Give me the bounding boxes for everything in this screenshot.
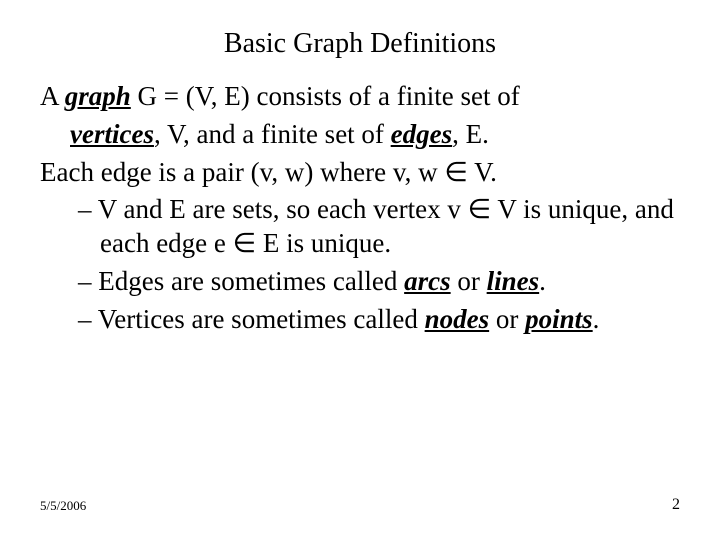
text: – Vertices are sometimes called bbox=[78, 304, 425, 334]
sub-item-3: – Vertices are sometimes called nodes or… bbox=[40, 303, 684, 337]
slide-body: A graph G = (V, E) consists of a finite … bbox=[0, 80, 720, 336]
term-graph: graph bbox=[65, 81, 131, 111]
term-lines: lines bbox=[487, 266, 540, 296]
term-vertices: vertices bbox=[70, 119, 154, 149]
slide: Basic Graph Definitions A graph G = (V, … bbox=[0, 0, 720, 540]
footer-page-number: 2 bbox=[672, 496, 680, 514]
text: . bbox=[593, 304, 600, 334]
term-nodes: nodes bbox=[425, 304, 490, 334]
sub-item-1: – V and E are sets, so each vertex v ∈ V… bbox=[40, 193, 684, 261]
text: A bbox=[40, 81, 65, 111]
text: or bbox=[451, 266, 487, 296]
term-points: points bbox=[525, 304, 593, 334]
definition-line-1: A graph G = (V, E) consists of a finite … bbox=[40, 80, 684, 114]
footer-date: 5/5/2006 bbox=[40, 498, 86, 514]
text: , V, and a finite set of bbox=[154, 119, 391, 149]
slide-title: Basic Graph Definitions bbox=[0, 0, 720, 80]
text: , E. bbox=[452, 119, 489, 149]
term-arcs: arcs bbox=[404, 266, 451, 296]
text: G = (V, E) consists of a finite set of bbox=[131, 81, 520, 111]
text: or bbox=[489, 304, 525, 334]
sub-item-2: – Edges are sometimes called arcs or lin… bbox=[40, 265, 684, 299]
definition-line-2: vertices, V, and a finite set of edges, … bbox=[40, 118, 684, 152]
text: . bbox=[539, 266, 546, 296]
term-edges: edges bbox=[391, 119, 452, 149]
text: – Edges are sometimes called bbox=[78, 266, 404, 296]
definition-line-3: Each edge is a pair (v, w) where v, w ∈ … bbox=[40, 156, 684, 190]
